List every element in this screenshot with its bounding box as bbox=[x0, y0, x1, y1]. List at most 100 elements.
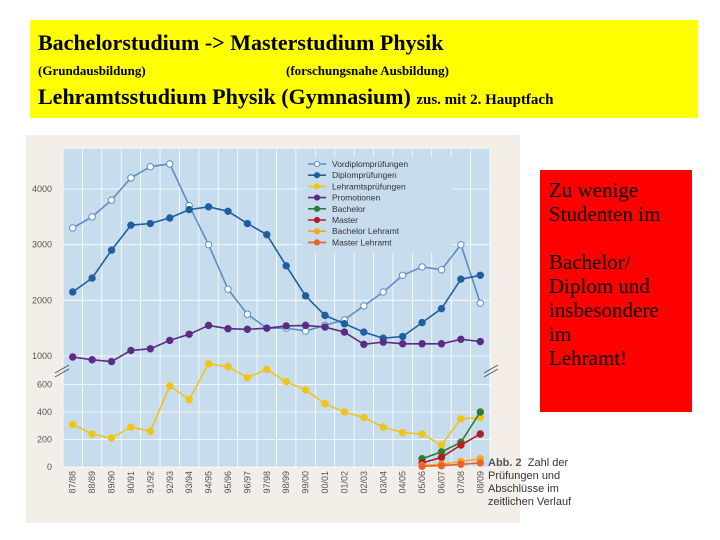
legend-background bbox=[302, 157, 452, 253]
data-point bbox=[379, 423, 387, 431]
series-line bbox=[421, 433, 481, 464]
data-point bbox=[360, 328, 368, 336]
x-tick-label: 90/91 bbox=[126, 471, 136, 494]
x-tick-label: 05/06 bbox=[417, 471, 427, 494]
data-point bbox=[457, 415, 465, 423]
legend-swatch-marker bbox=[313, 239, 321, 246]
banner-title: Bachelorstudium -> Masterstudium Physik bbox=[38, 30, 444, 55]
data-point bbox=[476, 408, 484, 416]
y-tick-label: 600 bbox=[37, 380, 52, 390]
legend-label: Diplomprüfungen bbox=[332, 170, 397, 180]
caption-line-1: Zahl der bbox=[527, 457, 569, 469]
banner-teacher-main: Lehramtsstudium Physik (Gymnasium) bbox=[38, 84, 411, 109]
note-line: Diplom und bbox=[549, 274, 650, 298]
note-line: Zu wenige bbox=[549, 178, 639, 202]
data-point bbox=[69, 224, 77, 232]
data-point bbox=[437, 266, 446, 274]
data-point bbox=[166, 160, 174, 168]
data-point bbox=[321, 311, 329, 320]
data-point bbox=[379, 338, 387, 346]
banner-teacher-note: zus. mit 2. Hauptfach bbox=[416, 92, 554, 108]
series-line bbox=[421, 411, 481, 460]
legend-swatch-marker bbox=[313, 160, 321, 168]
note-line: Lehramt! bbox=[549, 346, 628, 370]
series-line bbox=[72, 205, 481, 340]
legend-label: Master bbox=[332, 215, 358, 225]
legend-label: Master Lehramt bbox=[332, 237, 392, 247]
note-line: Bachelor/ bbox=[549, 250, 631, 274]
data-point bbox=[88, 356, 96, 364]
data-point bbox=[263, 365, 271, 374]
data-point bbox=[457, 240, 465, 249]
x-tick-label: 97/98 bbox=[262, 471, 272, 494]
data-point bbox=[204, 321, 213, 330]
data-point bbox=[476, 337, 484, 346]
data-point bbox=[204, 240, 213, 249]
note-line: im bbox=[549, 322, 572, 346]
data-point bbox=[398, 271, 407, 279]
data-point bbox=[418, 318, 426, 327]
x-tick-label: 98/99 bbox=[281, 471, 291, 494]
data-point bbox=[127, 423, 135, 431]
data-point bbox=[340, 328, 349, 336]
data-point bbox=[340, 320, 349, 328]
data-point bbox=[398, 332, 407, 341]
data-point bbox=[166, 336, 174, 345]
data-point bbox=[476, 271, 484, 279]
data-point bbox=[243, 325, 252, 333]
data-point bbox=[321, 400, 329, 408]
data-point bbox=[224, 362, 232, 371]
axis-break-mark bbox=[54, 364, 70, 374]
caption-line-3: Abschlüsse im bbox=[488, 483, 559, 495]
data-point bbox=[360, 340, 368, 349]
x-tick-label: 95/96 bbox=[223, 471, 233, 494]
data-point bbox=[185, 205, 193, 214]
banner-teacher-line: Lehramtsstudium Physik (Gymnasium) zus. … bbox=[38, 84, 553, 110]
series-line bbox=[422, 458, 481, 467]
y-tick-label: 2000 bbox=[32, 295, 52, 305]
data-point bbox=[282, 322, 290, 330]
data-point bbox=[398, 428, 407, 437]
data-point bbox=[127, 346, 135, 355]
data-point bbox=[146, 345, 155, 353]
series-line bbox=[72, 324, 481, 363]
data-point bbox=[166, 382, 174, 390]
data-point bbox=[107, 196, 116, 204]
x-tick-label: 07/08 bbox=[456, 471, 466, 494]
axis-break-mark bbox=[483, 368, 499, 378]
line-chart: 1000 2000 3000 4000 0 200 400 600 87/88 88/89 89/9… bbox=[32, 149, 499, 494]
x-tick-label: 94/95 bbox=[204, 471, 214, 494]
data-point bbox=[437, 340, 446, 348]
data-point bbox=[360, 413, 368, 422]
legend-label: Promotionen bbox=[332, 193, 380, 203]
data-point bbox=[321, 323, 329, 331]
series-line bbox=[72, 363, 481, 447]
data-point bbox=[166, 214, 174, 222]
data-point bbox=[418, 263, 426, 271]
data-point bbox=[88, 430, 96, 438]
caption-number: Abb. 2 bbox=[488, 457, 522, 469]
note-line: Studenten im bbox=[549, 202, 661, 226]
caption-line-4: zeitlichen Verlauf bbox=[488, 496, 572, 508]
chart-figure: 1000 2000 3000 4000 0 200 400 600 87/88 88/89 89/9… bbox=[26, 135, 520, 523]
legend-label: Lehramtsprüfungen bbox=[332, 181, 406, 191]
legend-label: Bachelor bbox=[332, 204, 366, 214]
note-box: Zu wenige Studenten im Bachelor/ Diplom … bbox=[540, 170, 692, 412]
legend-swatch-marker bbox=[313, 183, 321, 190]
legend-swatch-marker bbox=[313, 228, 321, 235]
caption-line-2: Prüfungen und bbox=[488, 470, 561, 482]
x-tick-label: 96/97 bbox=[242, 471, 252, 494]
header-banner: Bachelorstudium -> Masterstudium Physik … bbox=[30, 20, 698, 118]
data-point bbox=[107, 246, 116, 254]
data-point bbox=[418, 430, 426, 438]
data-point bbox=[398, 340, 407, 348]
banner-subtitle-right: (forschungsnahe Ausbildung) bbox=[286, 63, 449, 78]
data-point bbox=[418, 462, 426, 471]
data-point bbox=[204, 360, 213, 368]
x-tick-label: 06/07 bbox=[436, 471, 446, 494]
data-point bbox=[224, 325, 232, 333]
x-tick-label: 04/05 bbox=[398, 471, 408, 494]
data-point bbox=[282, 262, 290, 270]
x-tick-label: 92/93 bbox=[165, 471, 175, 494]
y-tick-label: 0 bbox=[47, 462, 52, 472]
